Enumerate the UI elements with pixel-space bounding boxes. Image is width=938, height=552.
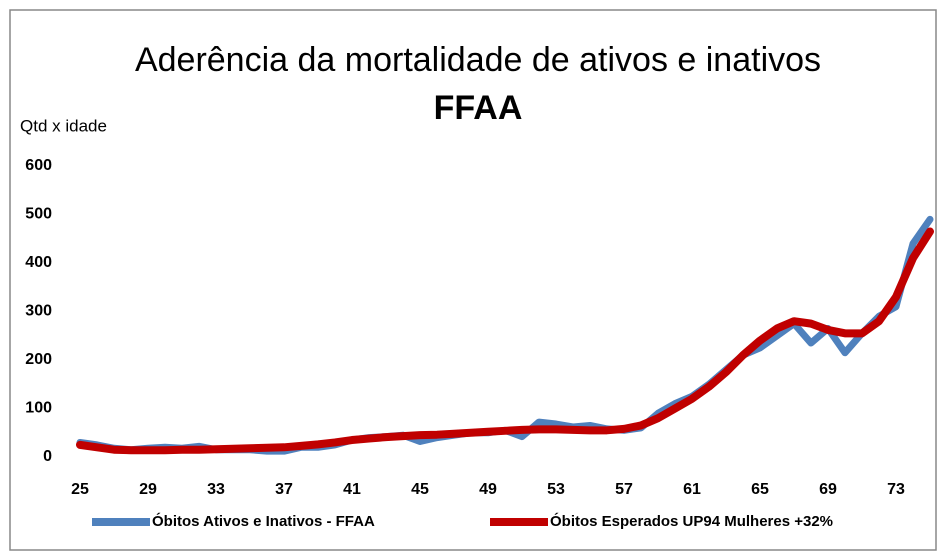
x-tick-label: 53 bbox=[547, 481, 565, 498]
x-tick-label: 61 bbox=[683, 481, 701, 498]
chart-title: FFAA bbox=[434, 89, 523, 127]
y-tick-label: 600 bbox=[25, 157, 52, 174]
x-tick-label: 65 bbox=[751, 481, 769, 498]
x-tick-label: 25 bbox=[71, 481, 89, 498]
x-tick-label: 33 bbox=[207, 481, 225, 498]
y-tick-label: 0 bbox=[43, 448, 52, 465]
y-axis-label: Qtd x idade bbox=[20, 116, 107, 135]
x-tick-label: 73 bbox=[887, 481, 905, 498]
x-tick-label: 41 bbox=[343, 481, 361, 498]
y-tick-label: 200 bbox=[25, 351, 52, 368]
x-tick-label: 45 bbox=[411, 481, 429, 498]
y-tick-label: 300 bbox=[25, 303, 52, 320]
x-tick-label: 29 bbox=[139, 481, 157, 498]
legend-label: Óbitos Esperados UP94 Mulheres +32% bbox=[550, 512, 833, 530]
chart-title: Aderência da mortalidade de ativos e ina… bbox=[135, 41, 821, 79]
x-tick-label: 57 bbox=[615, 481, 633, 498]
chart-frame bbox=[9, 9, 937, 551]
data-line bbox=[76, 227, 934, 455]
legend-label: Óbitos Ativos e Inativos - FFAA bbox=[152, 512, 375, 530]
y-tick-label: 100 bbox=[25, 400, 52, 417]
x-tick-label: 49 bbox=[479, 481, 497, 498]
y-tick-label: 500 bbox=[25, 206, 52, 223]
x-tick-label: 37 bbox=[275, 481, 293, 498]
x-tick-label: 69 bbox=[819, 481, 837, 498]
y-tick-label: 400 bbox=[25, 254, 52, 271]
